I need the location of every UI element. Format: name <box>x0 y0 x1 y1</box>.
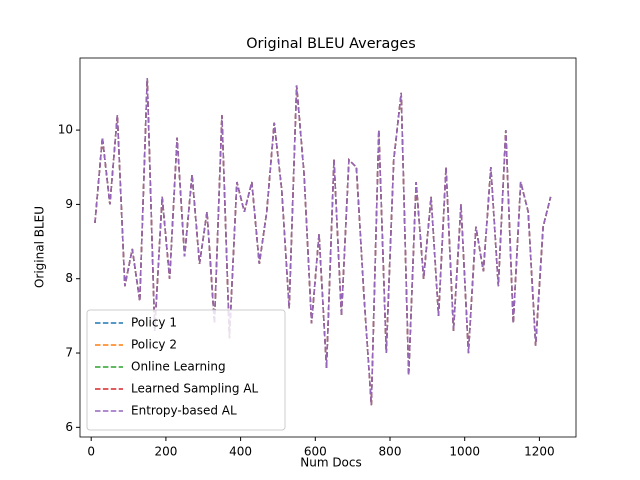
plot-frame <box>79 57 577 438</box>
chart-title: Original BLEU Averages <box>246 36 416 52</box>
y-tick-label: 6 <box>65 420 73 434</box>
y-tick-label: 7 <box>65 346 73 360</box>
legend-label: Online Learning <box>131 360 226 374</box>
x-tick-label: 200 <box>154 445 177 459</box>
y-tick-label: 10 <box>58 123 73 137</box>
x-tick-label: 1200 <box>524 445 555 459</box>
x-tick-label: 600 <box>304 445 327 459</box>
y-axis-label: Original BLEU <box>33 206 47 288</box>
x-tick-label: 1000 <box>449 445 480 459</box>
x-axis-label: Num Docs <box>300 456 362 470</box>
legend-label: Learned Sampling AL <box>131 382 259 396</box>
legend-box <box>86 309 286 431</box>
x-tick-label: 0 <box>87 445 95 459</box>
x-tick-label: 400 <box>229 445 252 459</box>
x-tick-label: 800 <box>379 445 402 459</box>
legend: Policy 1 Policy 2 Online Learning Learned S… <box>86 309 286 431</box>
y-tick-label: 9 <box>65 197 73 211</box>
legend-label: Policy 2 <box>131 338 177 352</box>
y-tick-label: 8 <box>65 271 73 285</box>
legend-label: Entropy-based AL <box>131 404 237 418</box>
legend-label: Policy 1 <box>131 316 177 330</box>
series-line <box>94 78 552 406</box>
